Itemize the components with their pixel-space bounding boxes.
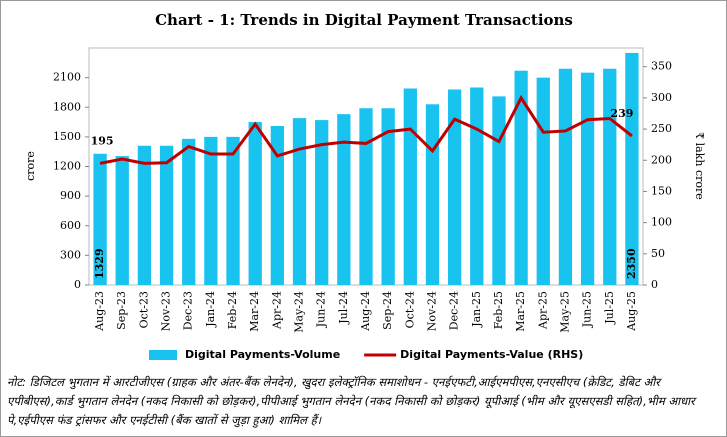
y2-tick-label: 100 xyxy=(651,216,672,229)
x-tick-label: Jul-24 xyxy=(337,291,350,325)
y-tick-label: 2100 xyxy=(53,71,81,84)
chart-title: Chart - 1: Trends in Digital Payment Tra… xyxy=(155,11,573,29)
x-tick-label: Aug-25 xyxy=(625,291,638,332)
line xyxy=(99,94,633,165)
bar xyxy=(270,126,285,285)
bar xyxy=(580,72,595,285)
y2-axis-label: ₹ lakh crore xyxy=(693,132,706,200)
x-tick-label: Jun-24 xyxy=(315,291,328,328)
x-tick-label: Oct-24 xyxy=(403,291,416,328)
x-tick-label: Feb-25 xyxy=(492,291,505,329)
bar xyxy=(359,108,373,285)
y2-tick-label: 150 xyxy=(651,184,672,197)
y-tick-label: 1800 xyxy=(53,100,81,113)
legend-label: Digital Payments-Volume xyxy=(185,348,340,361)
bar xyxy=(625,52,639,285)
y2-tick-label: 50 xyxy=(651,247,665,260)
y2-tick-label: 200 xyxy=(651,153,672,166)
data-label: 1329 xyxy=(93,248,106,279)
x-tick-label: Sep-24 xyxy=(381,291,394,330)
bar xyxy=(425,104,440,285)
y2-tick-label: 0 xyxy=(651,278,658,291)
data-label: 239 xyxy=(610,107,633,120)
x-tick-label: Dec-24 xyxy=(448,291,461,330)
bar xyxy=(137,145,152,285)
x-tick-label: Apr-24 xyxy=(270,291,283,330)
y2-tick-label: 300 xyxy=(651,91,672,104)
x-tick-label: Nov-24 xyxy=(425,291,438,331)
bar xyxy=(204,136,218,285)
y-tick-label: 300 xyxy=(60,248,81,261)
note: नोट: डिजिटल भुगतान में आरटीजीएस (ग्राहक … xyxy=(7,375,695,427)
bar xyxy=(536,77,550,285)
x-tick-label: Mar-24 xyxy=(248,291,261,332)
bar xyxy=(470,87,484,285)
bar xyxy=(558,68,573,285)
bar xyxy=(182,138,196,285)
data-label: 195 xyxy=(91,134,114,147)
y-tick-label: 1200 xyxy=(53,160,81,173)
bar xyxy=(248,122,262,285)
y-axis-label: crore xyxy=(24,151,37,181)
x-tick-label: Aug-24 xyxy=(359,291,372,332)
y-tick-label: 0 xyxy=(74,278,81,291)
x-tick-label: Dec-23 xyxy=(182,291,195,330)
bar xyxy=(115,156,129,285)
bar xyxy=(492,96,506,285)
x-tick-label: Apr-25 xyxy=(536,291,549,330)
bar xyxy=(159,145,174,285)
x-tick-label: Jan-24 xyxy=(204,291,217,328)
x-tick-label: Jun-25 xyxy=(581,291,594,328)
bar xyxy=(337,114,351,285)
x-tick-label: Mar-25 xyxy=(514,291,527,332)
bar xyxy=(514,70,528,286)
bar xyxy=(315,120,329,286)
x-tick-label: Oct-23 xyxy=(137,291,150,328)
x-tick-label: May-24 xyxy=(293,291,306,333)
x-tick-label: Jul-25 xyxy=(603,291,616,325)
bar xyxy=(403,88,417,285)
x-tick-label: Jan-25 xyxy=(470,291,483,328)
legend-label: Digital Payments-Value (RHS) xyxy=(400,348,583,361)
y2-tick-label: 350 xyxy=(651,60,672,73)
x-tick-label: Sep-23 xyxy=(115,291,128,330)
legend-swatch xyxy=(149,350,177,360)
bar xyxy=(447,89,462,285)
bar xyxy=(381,108,395,285)
bar xyxy=(93,153,107,285)
y2-tick-label: 250 xyxy=(651,122,672,135)
bar xyxy=(292,118,307,285)
x-tick-label: May-25 xyxy=(558,291,571,333)
chart: Chart - 1: Trends in Digital Payment Tra… xyxy=(24,11,706,361)
y-tick-label: 600 xyxy=(60,219,81,232)
y-tick-label: 900 xyxy=(60,189,81,202)
bar xyxy=(226,136,240,285)
x-tick-label: Nov-23 xyxy=(160,291,173,331)
y-tick-label: 1500 xyxy=(53,130,81,143)
x-tick-label: Feb-24 xyxy=(226,291,239,329)
bar xyxy=(603,68,617,285)
data-label: 2350 xyxy=(625,248,638,279)
x-tick-label: Aug-23 xyxy=(93,291,106,332)
